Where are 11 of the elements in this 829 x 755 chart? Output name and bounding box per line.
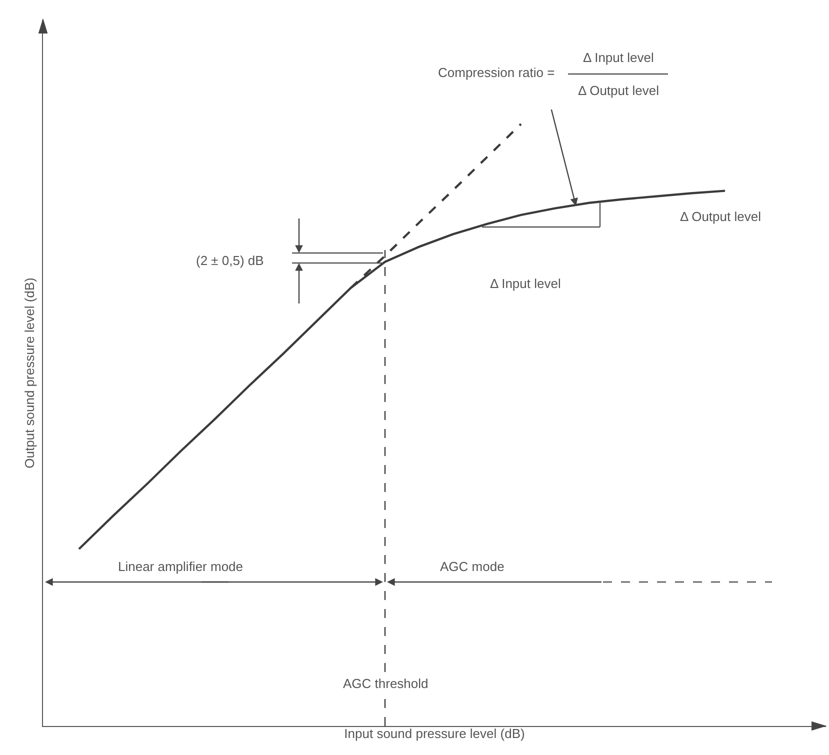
x-axis-title: Input sound pressure level (dB) bbox=[344, 726, 525, 741]
annotation: (2 ± 0,5) dB bbox=[196, 253, 264, 268]
annotation: Δ Input level bbox=[490, 276, 561, 291]
annotation: Δ Output level bbox=[680, 209, 762, 224]
annotation: AGC mode bbox=[440, 559, 504, 574]
text: Compression ratio = bbox=[438, 65, 555, 80]
y-axis-title: Output sound pressure level (dB) bbox=[22, 278, 37, 468]
annotation: AGC threshold bbox=[343, 676, 428, 691]
annotation: Linear amplifier mode bbox=[118, 559, 244, 574]
text: Δ Input level bbox=[583, 50, 654, 65]
text: Δ Output level bbox=[578, 83, 660, 98]
